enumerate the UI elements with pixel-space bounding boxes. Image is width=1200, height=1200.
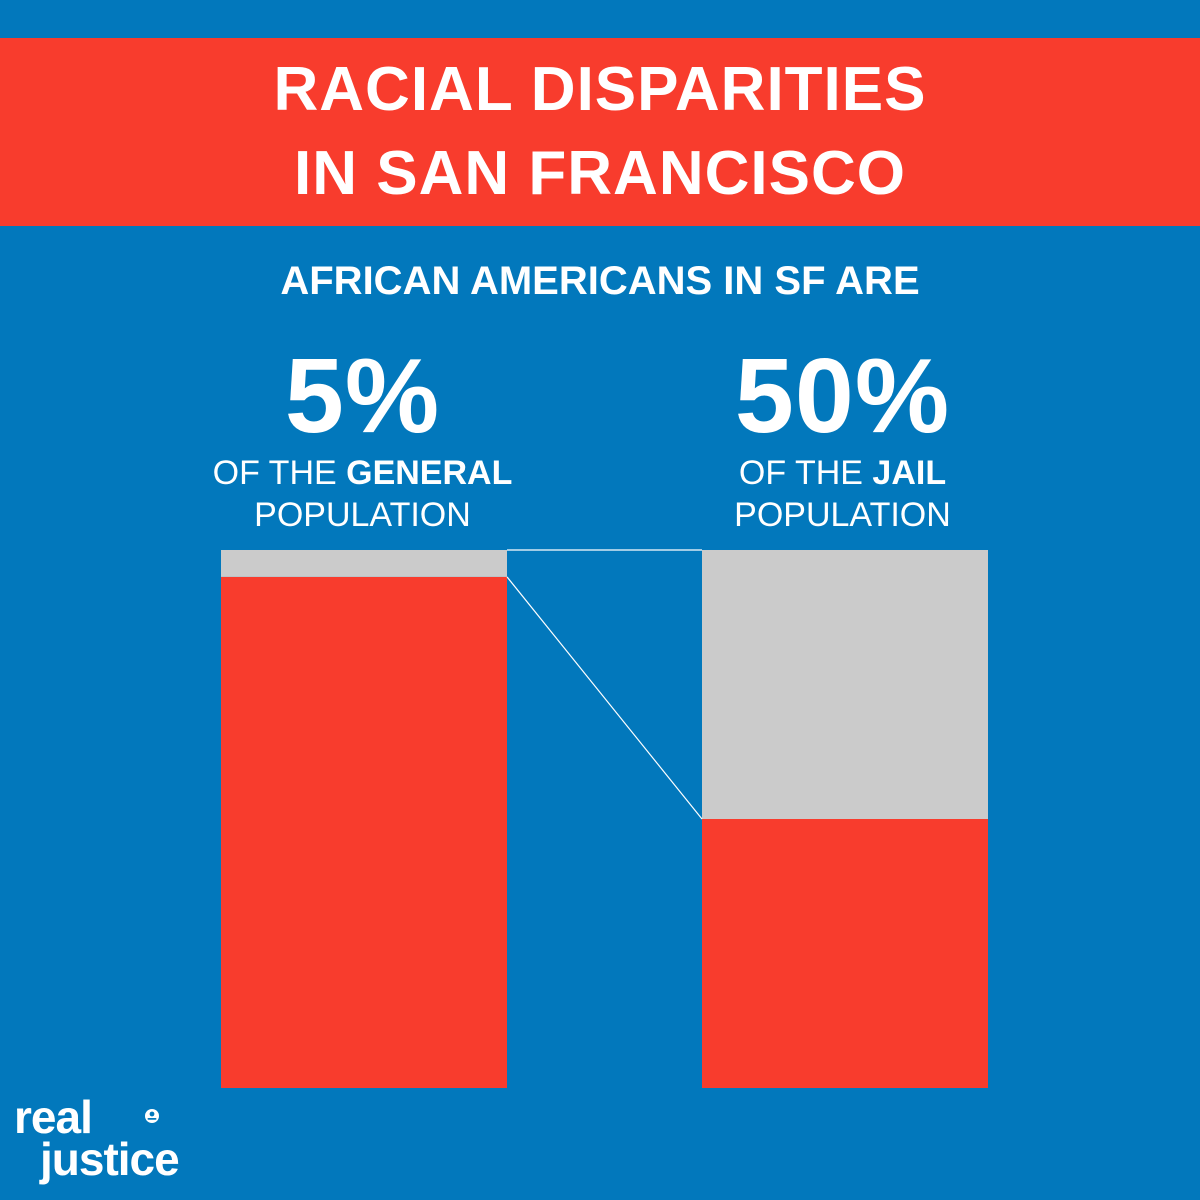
jail-percent: 50% <box>734 337 951 455</box>
subtitle: AFRICAN AMERICANS IN SF ARE <box>280 259 920 303</box>
jail-caption-prefix: OF THE <box>738 454 873 492</box>
bar-segment-jail-african-american <box>702 819 988 1088</box>
jail-caption-line-1: OF THE JAIL <box>640 452 1045 494</box>
general-percent: 5% <box>284 337 441 455</box>
real-justice-logo: real justice <box>14 1094 234 1184</box>
general-caption-prefix: OF THE <box>212 454 347 492</box>
title-line-2: IN SAN FRANCISCO <box>294 139 906 208</box>
person-dot-icon <box>145 1109 159 1123</box>
logo-word-justice: justice <box>40 1133 180 1185</box>
bar-segment-general-other <box>221 550 507 577</box>
title-banner: RACIAL DISPARITIES IN SAN FRANCISCO <box>0 38 1200 226</box>
title-line-1: RACIAL DISPARITIES <box>273 55 927 124</box>
general-caption-line-1: OF THE GENERAL <box>160 452 565 494</box>
connector-line-share <box>506 576 703 820</box>
logo-word-real: real <box>14 1091 93 1143</box>
general-caption-emphasis: GENERAL <box>346 454 513 492</box>
general-population-stat: 5% OF THE GENERAL POPULATION <box>160 340 565 536</box>
jail-caption-line-2: POPULATION <box>734 496 951 534</box>
jail-population-stat: 50% OF THE JAIL POPULATION <box>640 340 1045 536</box>
jail-caption-emphasis: JAIL <box>872 454 947 492</box>
bar-segment-jail-other <box>702 550 988 819</box>
general-caption-line-2: POPULATION <box>254 496 471 534</box>
bar-segment-general-african-american <box>221 576 507 1088</box>
